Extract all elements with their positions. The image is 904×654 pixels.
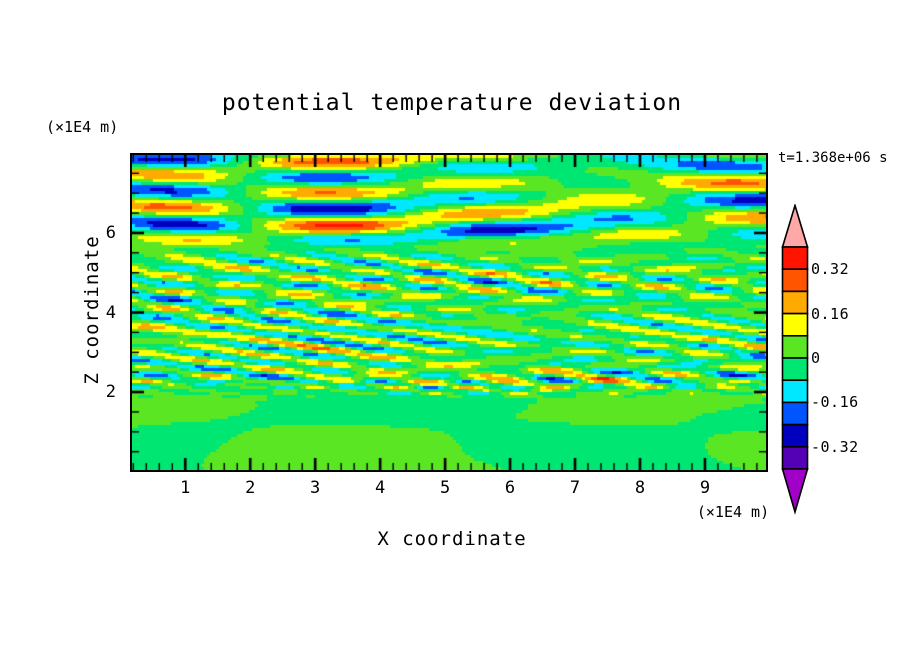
colorbar-cell	[781, 268, 809, 293]
colorbar-tick-label: 0.16	[811, 304, 850, 323]
z-tick-label: 4	[105, 302, 116, 323]
x-tick-label: 2	[245, 478, 256, 498]
x-tick-label: 7	[569, 478, 581, 498]
colorbar-tick-label: -0.32	[811, 437, 859, 456]
colorbar-tick-label: 0.32	[811, 260, 850, 279]
x-axis-title: X coordinate	[377, 528, 527, 550]
x-tick-label: 4	[375, 478, 386, 498]
colorbar	[781, 202, 809, 520]
colorbar-over-arrow	[781, 202, 809, 248]
plot-title: potential temperature deviation	[221, 90, 683, 116]
z-tick-label: 2	[105, 382, 116, 403]
colorbar-tick-label: 0	[811, 349, 821, 367]
x-tick-label: 8	[634, 478, 646, 498]
x-tick-label: 3	[310, 478, 321, 498]
x-tick-label: 1	[180, 478, 191, 498]
colorbar-cell	[781, 290, 809, 315]
colorbar-cell	[781, 357, 809, 382]
x-tick-label: 9	[699, 478, 711, 498]
contour-field-canvas	[132, 155, 766, 470]
plot-area	[130, 153, 768, 472]
z-tick-label: 6	[105, 222, 116, 243]
colorbar-cell	[781, 246, 809, 271]
colorbar-cell	[781, 335, 809, 359]
x-tick-label: 6	[504, 478, 516, 498]
z-axis-unit-label: (×1E4 m)	[46, 118, 119, 136]
colorbar-cell	[781, 401, 809, 426]
colorbar-tick-label: -0.16	[811, 393, 859, 412]
colorbar-cell	[781, 379, 809, 404]
x-axis-unit-label: (×1E4 m)	[696, 503, 770, 521]
colorbar-cell	[781, 423, 809, 448]
x-tick-label: 5	[439, 478, 451, 498]
colorbar-under-arrow	[781, 468, 809, 515]
timestamp-label: t=1.368e+06 s	[778, 150, 888, 166]
colorbar-cell	[781, 446, 809, 470]
colorbar-svg	[781, 202, 809, 515]
colorbar-cell	[781, 312, 809, 337]
